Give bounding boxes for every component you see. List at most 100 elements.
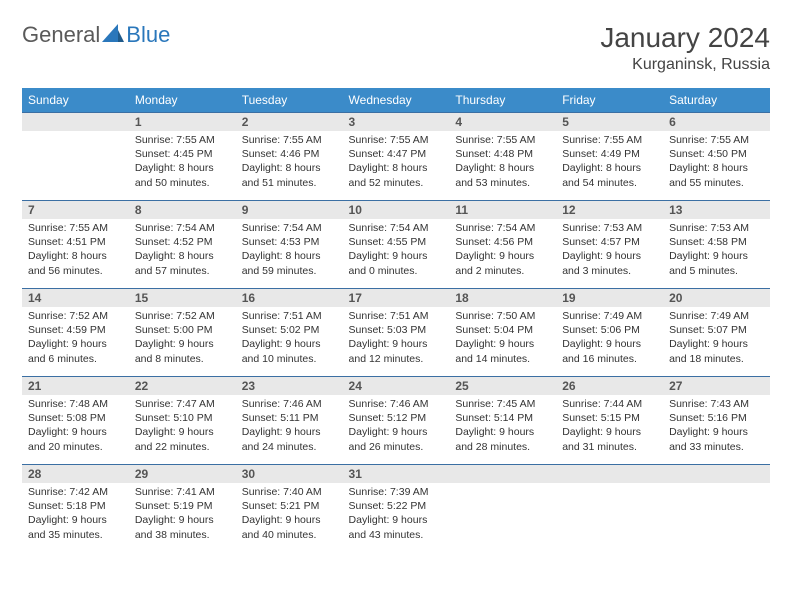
calendar-day-cell: 6Sunrise: 7:55 AMSunset: 4:50 PMDaylight… bbox=[663, 113, 770, 201]
calendar-day-cell: 16Sunrise: 7:51 AMSunset: 5:02 PMDayligh… bbox=[236, 289, 343, 377]
sunrise-text: Sunrise: 7:45 AM bbox=[455, 397, 550, 411]
daylight-text: Daylight: 8 hours and 54 minutes. bbox=[562, 161, 657, 189]
day-details: Sunrise: 7:46 AMSunset: 5:12 PMDaylight:… bbox=[343, 395, 450, 458]
day-details: Sunrise: 7:55 AMSunset: 4:50 PMDaylight:… bbox=[663, 131, 770, 194]
day-number: 8 bbox=[129, 201, 236, 219]
daylight-text: Daylight: 8 hours and 57 minutes. bbox=[135, 249, 230, 277]
day-number: 26 bbox=[556, 377, 663, 395]
sunrise-text: Sunrise: 7:55 AM bbox=[455, 133, 550, 147]
daylight-text: Daylight: 9 hours and 0 minutes. bbox=[349, 249, 444, 277]
calendar-week-row: 7Sunrise: 7:55 AMSunset: 4:51 PMDaylight… bbox=[22, 201, 770, 289]
day-number: 16 bbox=[236, 289, 343, 307]
calendar-day-cell: 13Sunrise: 7:53 AMSunset: 4:58 PMDayligh… bbox=[663, 201, 770, 289]
sunrise-text: Sunrise: 7:42 AM bbox=[28, 485, 123, 499]
sunrise-text: Sunrise: 7:52 AM bbox=[28, 309, 123, 323]
calendar-day-cell: 24Sunrise: 7:46 AMSunset: 5:12 PMDayligh… bbox=[343, 377, 450, 465]
calendar-day-cell: 18Sunrise: 7:50 AMSunset: 5:04 PMDayligh… bbox=[449, 289, 556, 377]
sunrise-text: Sunrise: 7:39 AM bbox=[349, 485, 444, 499]
sunset-text: Sunset: 5:22 PM bbox=[349, 499, 444, 513]
day-number bbox=[663, 465, 770, 483]
day-details: Sunrise: 7:55 AMSunset: 4:45 PMDaylight:… bbox=[129, 131, 236, 194]
calendar-day-cell: 8Sunrise: 7:54 AMSunset: 4:52 PMDaylight… bbox=[129, 201, 236, 289]
sunrise-text: Sunrise: 7:55 AM bbox=[669, 133, 764, 147]
month-title: January 2024 bbox=[600, 22, 770, 54]
header: General Blue January 2024 Kurganinsk, Ru… bbox=[22, 22, 770, 74]
sunset-text: Sunset: 5:07 PM bbox=[669, 323, 764, 337]
sunset-text: Sunset: 5:04 PM bbox=[455, 323, 550, 337]
calendar-day-cell: 23Sunrise: 7:46 AMSunset: 5:11 PMDayligh… bbox=[236, 377, 343, 465]
day-details: Sunrise: 7:54 AMSunset: 4:55 PMDaylight:… bbox=[343, 219, 450, 282]
day-details: Sunrise: 7:47 AMSunset: 5:10 PMDaylight:… bbox=[129, 395, 236, 458]
sunrise-text: Sunrise: 7:55 AM bbox=[28, 221, 123, 235]
calendar-day-cell: 26Sunrise: 7:44 AMSunset: 5:15 PMDayligh… bbox=[556, 377, 663, 465]
daylight-text: Daylight: 9 hours and 18 minutes. bbox=[669, 337, 764, 365]
daylight-text: Daylight: 8 hours and 59 minutes. bbox=[242, 249, 337, 277]
calendar-day-cell: 17Sunrise: 7:51 AMSunset: 5:03 PMDayligh… bbox=[343, 289, 450, 377]
daylight-text: Daylight: 9 hours and 43 minutes. bbox=[349, 513, 444, 541]
sunrise-text: Sunrise: 7:54 AM bbox=[242, 221, 337, 235]
calendar-day-cell: 15Sunrise: 7:52 AMSunset: 5:00 PMDayligh… bbox=[129, 289, 236, 377]
calendar-day-cell: 10Sunrise: 7:54 AMSunset: 4:55 PMDayligh… bbox=[343, 201, 450, 289]
brand-text-blue: Blue bbox=[126, 22, 170, 48]
sunrise-text: Sunrise: 7:52 AM bbox=[135, 309, 230, 323]
daylight-text: Daylight: 9 hours and 12 minutes. bbox=[349, 337, 444, 365]
day-number: 9 bbox=[236, 201, 343, 219]
sunset-text: Sunset: 4:51 PM bbox=[28, 235, 123, 249]
sunrise-text: Sunrise: 7:51 AM bbox=[349, 309, 444, 323]
sunset-text: Sunset: 5:03 PM bbox=[349, 323, 444, 337]
brand-text-general: General bbox=[22, 22, 100, 48]
day-number: 18 bbox=[449, 289, 556, 307]
sunset-text: Sunset: 5:18 PM bbox=[28, 499, 123, 513]
calendar-day-cell: 29Sunrise: 7:41 AMSunset: 5:19 PMDayligh… bbox=[129, 465, 236, 553]
day-details: Sunrise: 7:53 AMSunset: 4:58 PMDaylight:… bbox=[663, 219, 770, 282]
sunrise-text: Sunrise: 7:54 AM bbox=[349, 221, 444, 235]
sunrise-text: Sunrise: 7:54 AM bbox=[135, 221, 230, 235]
day-details: Sunrise: 7:55 AMSunset: 4:51 PMDaylight:… bbox=[22, 219, 129, 282]
day-number: 14 bbox=[22, 289, 129, 307]
sunrise-text: Sunrise: 7:53 AM bbox=[669, 221, 764, 235]
location-label: Kurganinsk, Russia bbox=[600, 56, 770, 74]
day-number: 31 bbox=[343, 465, 450, 483]
calendar-week-row: 21Sunrise: 7:48 AMSunset: 5:08 PMDayligh… bbox=[22, 377, 770, 465]
calendar-day-cell: 21Sunrise: 7:48 AMSunset: 5:08 PMDayligh… bbox=[22, 377, 129, 465]
day-number: 5 bbox=[556, 113, 663, 131]
sunrise-text: Sunrise: 7:49 AM bbox=[562, 309, 657, 323]
day-details: Sunrise: 7:41 AMSunset: 5:19 PMDaylight:… bbox=[129, 483, 236, 546]
day-details: Sunrise: 7:43 AMSunset: 5:16 PMDaylight:… bbox=[663, 395, 770, 458]
day-details: Sunrise: 7:55 AMSunset: 4:49 PMDaylight:… bbox=[556, 131, 663, 194]
sunset-text: Sunset: 5:19 PM bbox=[135, 499, 230, 513]
calendar-day-cell: 5Sunrise: 7:55 AMSunset: 4:49 PMDaylight… bbox=[556, 113, 663, 201]
day-number: 2 bbox=[236, 113, 343, 131]
calendar-day-cell: 27Sunrise: 7:43 AMSunset: 5:16 PMDayligh… bbox=[663, 377, 770, 465]
daylight-text: Daylight: 9 hours and 26 minutes. bbox=[349, 425, 444, 453]
daylight-text: Daylight: 9 hours and 31 minutes. bbox=[562, 425, 657, 453]
day-details: Sunrise: 7:54 AMSunset: 4:56 PMDaylight:… bbox=[449, 219, 556, 282]
day-number: 28 bbox=[22, 465, 129, 483]
day-number: 4 bbox=[449, 113, 556, 131]
weekday-header: Tuesday bbox=[236, 88, 343, 113]
sunset-text: Sunset: 5:21 PM bbox=[242, 499, 337, 513]
daylight-text: Daylight: 9 hours and 28 minutes. bbox=[455, 425, 550, 453]
sunset-text: Sunset: 5:08 PM bbox=[28, 411, 123, 425]
sunrise-text: Sunrise: 7:44 AM bbox=[562, 397, 657, 411]
weekday-header: Thursday bbox=[449, 88, 556, 113]
daylight-text: Daylight: 9 hours and 10 minutes. bbox=[242, 337, 337, 365]
day-number: 21 bbox=[22, 377, 129, 395]
sunset-text: Sunset: 5:06 PM bbox=[562, 323, 657, 337]
calendar-day-cell bbox=[22, 113, 129, 201]
day-number: 24 bbox=[343, 377, 450, 395]
brand-logo: General Blue bbox=[22, 22, 170, 48]
sunrise-text: Sunrise: 7:46 AM bbox=[242, 397, 337, 411]
daylight-text: Daylight: 9 hours and 38 minutes. bbox=[135, 513, 230, 541]
sunset-text: Sunset: 4:55 PM bbox=[349, 235, 444, 249]
day-number bbox=[449, 465, 556, 483]
calendar-table: Sunday Monday Tuesday Wednesday Thursday… bbox=[22, 88, 770, 553]
day-details: Sunrise: 7:50 AMSunset: 5:04 PMDaylight:… bbox=[449, 307, 556, 370]
sunrise-text: Sunrise: 7:49 AM bbox=[669, 309, 764, 323]
daylight-text: Daylight: 9 hours and 3 minutes. bbox=[562, 249, 657, 277]
daylight-text: Daylight: 9 hours and 20 minutes. bbox=[28, 425, 123, 453]
daylight-text: Daylight: 9 hours and 40 minutes. bbox=[242, 513, 337, 541]
sunset-text: Sunset: 4:50 PM bbox=[669, 147, 764, 161]
weekday-header-row: Sunday Monday Tuesday Wednesday Thursday… bbox=[22, 88, 770, 113]
sunset-text: Sunset: 4:45 PM bbox=[135, 147, 230, 161]
